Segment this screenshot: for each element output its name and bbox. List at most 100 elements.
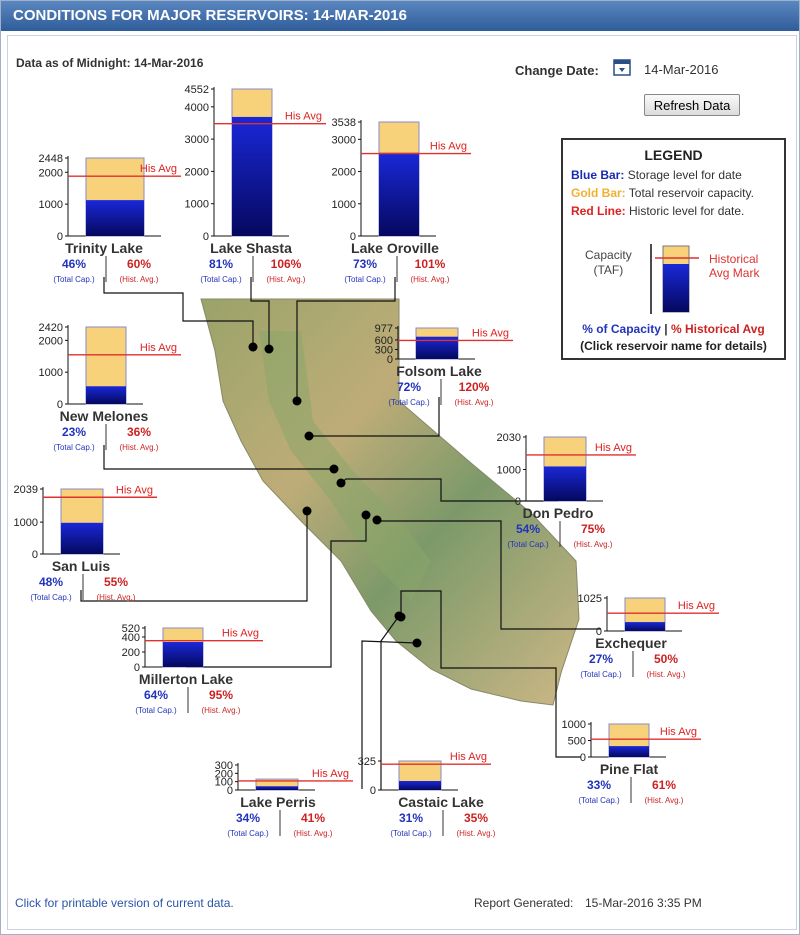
tick-label: 400 xyxy=(122,632,140,644)
reservoir-name-link[interactable]: Lake Perris xyxy=(240,794,316,810)
reservoir-name-link[interactable]: Exchequer xyxy=(595,635,667,651)
reservoir-name-link[interactable]: New Melones xyxy=(60,408,149,424)
tick-label: 1000 xyxy=(562,719,586,731)
legend-avgmark-text: Avg Mark xyxy=(709,266,760,280)
reservoir-name-link[interactable]: San Luis xyxy=(52,558,111,574)
legend-historical-text: Historical xyxy=(709,252,759,266)
his-avg-label: His Avg xyxy=(430,141,467,153)
pct-historical: 75% xyxy=(581,522,605,536)
tick-label: 600 xyxy=(375,335,393,347)
tick-label: 500 xyxy=(568,736,586,748)
report-generated-label: Report Generated: xyxy=(474,896,574,910)
pct-historical: 35% xyxy=(464,811,488,825)
reservoir-name-link[interactable]: Lake Oroville xyxy=(351,240,439,256)
tick-label: 4552 xyxy=(185,84,209,96)
tick-label: 0 xyxy=(57,399,63,411)
leader-line xyxy=(380,615,400,790)
legend-box: LEGEND Blue Bar: Storage level for date … xyxy=(561,138,786,360)
report-generated-time: 15-Mar-2016 3:35 PM xyxy=(585,896,702,910)
storage-bar xyxy=(256,786,298,790)
total-cap-label: (Total Cap.) xyxy=(388,398,430,407)
reservoir-name-link[interactable]: Castaic Lake xyxy=(398,794,484,810)
pct-capacity: 46% xyxy=(62,257,86,271)
legend-red-row: Red Line: Historic level for date. xyxy=(571,204,744,218)
legend-taf-text: (TAF) xyxy=(593,263,624,277)
leader-line xyxy=(377,520,601,630)
pct-capacity: 23% xyxy=(62,425,86,439)
tick-label: 3000 xyxy=(332,134,356,146)
reservoir-location-dot xyxy=(394,611,404,621)
hist-avg-label: (Hist. Avg.) xyxy=(202,706,241,715)
pct-capacity: 34% xyxy=(236,811,260,825)
tick-label: 0 xyxy=(57,231,63,243)
tick-label: 1025 xyxy=(578,593,602,605)
leader-line xyxy=(103,445,334,470)
his-avg-label: His Avg xyxy=(222,628,259,640)
pct-historical: 60% xyxy=(127,257,151,271)
tick-label: 0 xyxy=(387,354,393,366)
tick-label: 2000 xyxy=(39,335,63,347)
tick-label: 2039 xyxy=(14,484,38,496)
leader-line xyxy=(103,277,254,347)
legend-title: LEGEND xyxy=(644,147,703,163)
tick-label: 300 xyxy=(375,344,393,356)
his-avg-label: His Avg xyxy=(285,111,322,123)
pct-capacity: 81% xyxy=(209,257,233,271)
total-cap-label: (Total Cap.) xyxy=(30,593,72,602)
hist-avg-label: (Hist. Avg.) xyxy=(457,829,496,838)
reservoir-name-link[interactable]: Trinity Lake xyxy=(65,240,143,256)
tick-label: 520 xyxy=(122,623,140,635)
reservoir-name-link[interactable]: Don Pedro xyxy=(523,505,594,521)
his-avg-label: His Avg xyxy=(140,342,177,354)
leader-line xyxy=(80,511,308,602)
tick-label: 1000 xyxy=(497,464,521,476)
legend-gold-key: Gold Bar: xyxy=(571,186,626,200)
reservoir-name-link[interactable]: Folsom Lake xyxy=(396,363,482,379)
legend-red-text: Historic level for date. xyxy=(629,204,745,218)
total-cap-label: (Total Cap.) xyxy=(135,706,177,715)
tick-label: 2448 xyxy=(39,153,63,165)
data-as-of: Data as of Midnight: 14-Mar-2016 xyxy=(16,56,204,70)
reservoir-name-link[interactable]: Pine Flat xyxy=(600,761,659,777)
tick-label: 2000 xyxy=(332,167,356,179)
reservoir-location-dot xyxy=(412,638,422,648)
printable-version-link[interactable]: Click for printable version of current d… xyxy=(15,896,234,910)
his-avg-label: His Avg xyxy=(140,163,177,175)
reservoir-location-dot xyxy=(372,515,382,525)
his-avg-label: His Avg xyxy=(660,726,697,738)
leader-line xyxy=(400,590,581,758)
pct-capacity: 48% xyxy=(39,575,63,589)
tick-label: 3000 xyxy=(185,134,209,146)
leader-line xyxy=(296,277,396,401)
legend-gold-row: Gold Bar: Total reservoir capacity. xyxy=(571,186,754,200)
hist-avg-label: (Hist. Avg.) xyxy=(267,275,306,284)
change-date-label: Change Date: xyxy=(515,63,599,78)
reservoir-name-link[interactable]: Millerton Lake xyxy=(139,671,233,687)
tick-label: 0 xyxy=(580,752,586,764)
storage-bar xyxy=(416,336,458,359)
refresh-data-button[interactable]: Refresh Data xyxy=(644,94,740,116)
hist-avg-label: (Hist. Avg.) xyxy=(645,796,684,805)
pct-capacity: 33% xyxy=(587,778,611,792)
leader-line xyxy=(186,515,367,668)
reservoir-name-link[interactable]: Lake Shasta xyxy=(210,240,292,256)
storage-bar xyxy=(625,622,665,631)
his-avg-label: His Avg xyxy=(472,327,509,339)
pct-historical: 106% xyxy=(271,257,302,271)
pct-historical: 120% xyxy=(459,380,490,394)
his-avg-label: His Avg xyxy=(678,600,715,612)
leader-line xyxy=(361,640,418,789)
tick-label: 0 xyxy=(370,785,376,797)
calendar-icon[interactable] xyxy=(613,58,631,76)
reservoir-location-dot xyxy=(329,464,339,474)
tick-label: 2030 xyxy=(497,432,521,444)
pct-capacity: 73% xyxy=(353,257,377,271)
page-title: CONDITIONS FOR MAJOR RESERVOIRS: 14-MAR-… xyxy=(1,1,799,31)
date-value[interactable]: 14-Mar-2016 xyxy=(644,62,719,77)
